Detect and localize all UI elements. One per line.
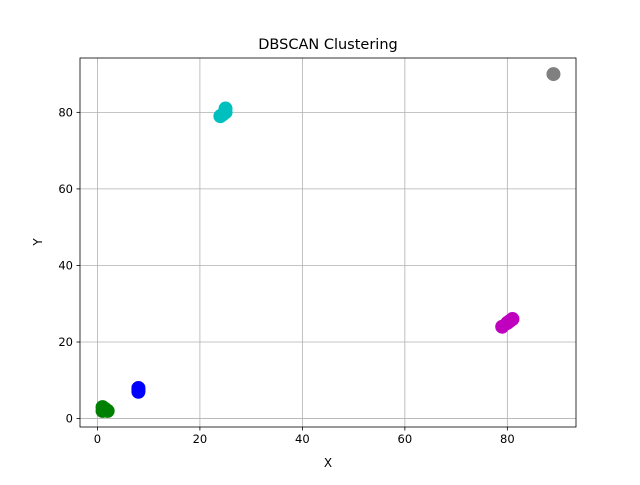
axis-ticks: 0 20 40 60 80 0 20 40 60 80: [58, 105, 514, 446]
y-tick-label: 60: [58, 182, 73, 196]
data-point: [502, 313, 517, 328]
chart-title: DBSCAN Clustering: [258, 37, 397, 53]
y-tick-label: 0: [66, 412, 73, 426]
data-point: [131, 382, 146, 397]
x-tick-label: 60: [398, 432, 413, 446]
plot-area: [80, 58, 576, 427]
x-tick-label: 20: [193, 432, 208, 446]
data-points: [95, 67, 561, 418]
data-point: [96, 403, 111, 418]
y-tick-label: 80: [58, 105, 73, 119]
x-tick-label: 80: [500, 432, 515, 446]
data-point: [215, 107, 230, 122]
x-axis-label: X: [324, 456, 332, 470]
y-axis-label: Y: [31, 238, 45, 247]
y-tick-label: 40: [58, 258, 73, 272]
plot-frame: [79, 57, 577, 428]
data-point: [546, 67, 561, 82]
x-tick-label: 0: [94, 432, 101, 446]
y-tick-label: 20: [58, 335, 73, 349]
x-tick-label: 40: [295, 432, 310, 446]
grid: [80, 58, 576, 427]
